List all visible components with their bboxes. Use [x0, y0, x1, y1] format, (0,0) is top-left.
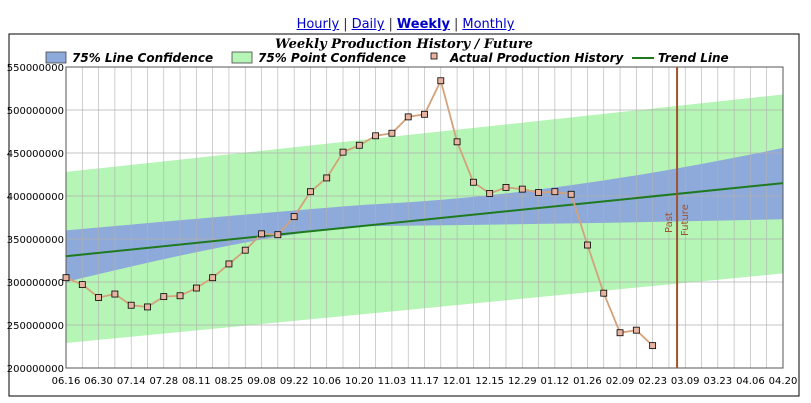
chart-title: Weekly Production History / Future	[275, 37, 533, 52]
nav-separator: |	[453, 17, 459, 32]
x-tick-label: 06.30	[84, 376, 113, 387]
legend-item: 75% Line Confidence	[45, 51, 213, 65]
future-label: Future	[680, 204, 691, 236]
y-tick-label: 350000000	[7, 235, 64, 246]
x-tick-label: 07.28	[149, 376, 178, 387]
actual-data-point	[160, 293, 168, 301]
y-tick-label: 300000000	[7, 278, 64, 289]
nav-separator: |	[388, 17, 393, 32]
actual-data-point	[290, 213, 298, 221]
legend-label: Actual Production History	[449, 51, 625, 65]
legend-swatch	[231, 51, 253, 64]
actual-data-point	[600, 289, 608, 297]
x-tick-label: 03.09	[671, 376, 700, 387]
x-tick-label: 08.11	[182, 376, 211, 387]
actual-data-point	[437, 77, 445, 85]
actual-data-point	[323, 174, 331, 182]
x-tick-label: 04.06	[736, 376, 765, 387]
actual-data-point	[307, 188, 314, 196]
nav-daily-link[interactable]: Daily	[351, 17, 385, 32]
x-tick-label: 02.09	[606, 376, 635, 387]
period-nav: Hourly | Daily | Weekly | Monthly	[0, 17, 811, 32]
actual-data-point	[372, 132, 380, 140]
x-tick-label: 04.20	[769, 376, 798, 387]
actual-data-point	[144, 303, 151, 311]
y-tick-label: 550000000	[7, 63, 64, 74]
nav-weekly-link[interactable]: Weekly	[396, 17, 450, 32]
actual-data-point	[127, 301, 135, 309]
actual-data-point	[176, 292, 184, 300]
x-tick-label: 02.23	[638, 376, 667, 387]
y-tick-label: 250000000	[7, 321, 64, 332]
actual-data-point	[192, 284, 200, 292]
x-tick-label: 01.12	[541, 376, 570, 387]
actual-data-point	[404, 113, 412, 121]
actual-data-point	[584, 241, 591, 249]
y-tick-label: 200000000	[7, 364, 64, 375]
nav-separator: |	[343, 17, 348, 32]
nav-hourly-link[interactable]: Hourly	[296, 17, 340, 32]
actual-data-point	[241, 246, 249, 254]
x-tick-label: 09.08	[247, 376, 276, 387]
y-tick-label: 500000000	[7, 106, 64, 117]
actual-data-point	[567, 190, 575, 198]
actual-data-point	[469, 178, 477, 186]
x-tick-label: 11.17	[410, 376, 439, 387]
actual-data-point	[535, 189, 542, 196]
x-tick-label: 07.14	[117, 376, 146, 387]
past-label: Past	[664, 212, 675, 233]
y-tick-label: 400000000	[7, 192, 64, 203]
actual-data-point	[502, 183, 510, 191]
actual-data-point	[339, 148, 347, 156]
legend-label: 75% Point Confidence	[258, 51, 406, 65]
legend-item: 75% Point Confidence	[231, 51, 406, 65]
actual-data-point	[632, 326, 640, 334]
x-tick-label: 11.03	[378, 376, 407, 387]
actual-data-point	[258, 230, 265, 238]
legend-item: Trend Line	[632, 51, 729, 65]
legend-marker	[430, 52, 438, 60]
actual-data-point	[453, 138, 461, 146]
x-tick-label: 06.16	[52, 376, 81, 387]
actual-data-point	[78, 281, 86, 288]
actual-data-point	[486, 190, 494, 197]
actual-data-point	[616, 329, 624, 337]
legend-label: 75% Line Confidence	[72, 51, 213, 65]
y-tick-label: 450000000	[7, 149, 64, 160]
actual-data-point	[111, 290, 119, 298]
actual-data-point	[388, 129, 396, 137]
x-tick-label: 12.29	[508, 376, 537, 387]
x-tick-label: 10.20	[345, 376, 374, 387]
actual-data-point	[225, 260, 233, 268]
x-tick-label: 08.25	[215, 376, 244, 387]
x-tick-label: 12.15	[475, 376, 504, 387]
x-tick-label: 01.26	[573, 376, 602, 387]
actual-data-point	[95, 294, 102, 301]
actual-data-point	[274, 231, 282, 239]
nav-monthly-link[interactable]: Monthly	[462, 17, 515, 32]
actual-data-point	[421, 110, 428, 118]
x-tick-label: 12.01	[443, 376, 472, 387]
x-tick-label: 03.23	[703, 376, 732, 387]
x-tick-label: 10.06	[312, 376, 341, 387]
trend-line	[65, 182, 784, 258]
actual-data-point	[62, 274, 70, 282]
actual-data-point	[649, 342, 657, 350]
actual-data-point	[355, 141, 363, 149]
actual-data-point	[518, 185, 526, 193]
actual-data-point	[551, 188, 559, 196]
x-tick-label: 09.22	[280, 376, 309, 387]
plot-border	[65, 66, 784, 369]
legend-item: Actual Production History	[430, 51, 625, 65]
actual-data-point	[209, 274, 217, 282]
legend-swatch	[45, 51, 67, 64]
legend-label: Trend Line	[658, 51, 729, 65]
